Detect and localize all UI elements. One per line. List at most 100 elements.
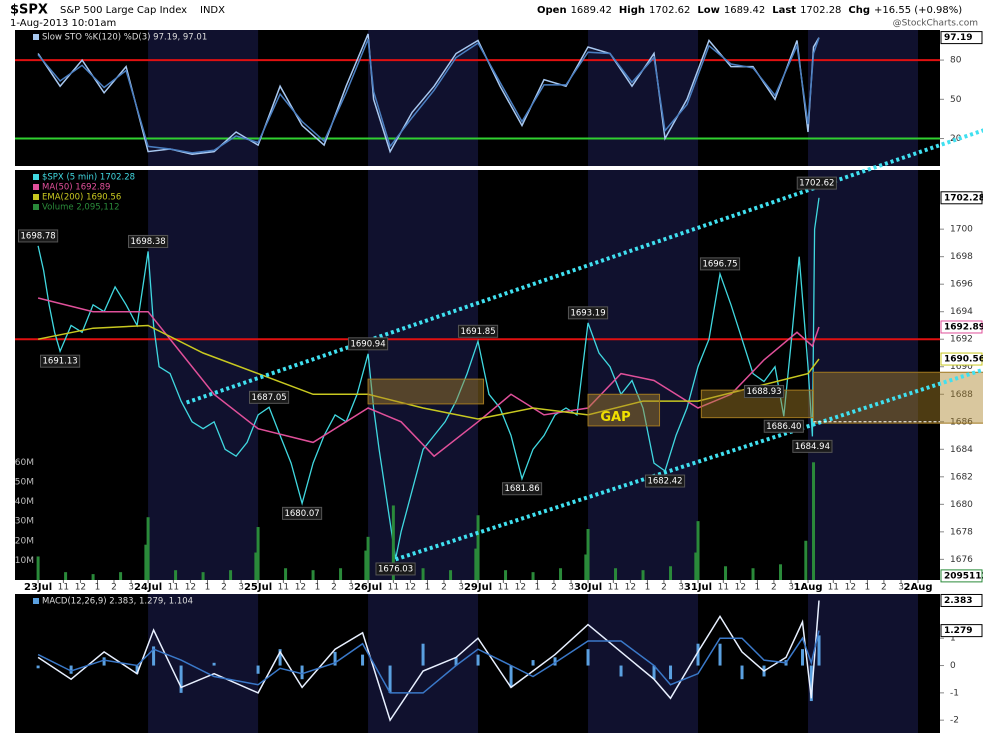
legend-swatch [33,598,39,604]
plot-clip [36,600,821,722]
series-line [37,600,820,722]
annotation-box [40,354,81,368]
bar [804,540,808,580]
bar [179,665,183,693]
x-tick-label: 12 [515,583,526,593]
annotation-label: 1682.42 [647,477,682,487]
x-tick-label: 3 [128,583,134,593]
x-tick-label: 11 [498,583,509,593]
y-tick-label: 1680 [950,500,973,510]
y-tick-label: 0 [950,661,956,671]
x-tick-label: 11 [388,583,399,593]
value-tag [940,320,983,334]
bar [284,568,288,580]
bar [751,568,755,580]
bar [69,665,73,674]
y-tick-label: 1696 [950,280,973,290]
bar [421,568,425,580]
annotation-box [567,306,609,320]
x-tick-label: 2 [221,583,227,593]
bar [801,649,805,666]
x-tick-label: 1 [205,583,211,593]
bar [586,528,590,580]
x-tick-label: 3 [238,583,244,593]
y-tick-label: 1698 [950,252,973,262]
bar [779,564,783,580]
x-tick-label: 2 [111,583,117,593]
x-tick-label: 1 [425,583,431,593]
annotation-label: 1693.19 [570,308,605,318]
bar [509,665,513,688]
session-band [368,170,479,580]
annotation-label: 1691.13 [43,357,78,367]
x-tick-label: 23Jul [24,582,52,593]
bar [256,527,260,580]
annotation-box [18,229,59,243]
value-tag [940,191,983,205]
legend-swatch [33,204,39,210]
annotation-label: 1698.38 [131,237,166,247]
security-name: S&P 500 Large Cap Index [60,5,187,16]
annotation-label: 1680.07 [284,509,319,519]
bar [718,643,722,666]
series-line [37,630,820,694]
x-tick-label: 11 [828,583,839,593]
bar [669,665,673,680]
series-line [37,197,820,560]
bar [311,570,315,580]
annotation-box [128,234,169,248]
x-tick-label: 1 [535,583,541,593]
value-tag-label: 1692.89 [944,322,983,332]
bar [669,566,673,580]
annotation-box [743,384,785,398]
x-tick-label: 26Jul [354,582,382,593]
quote-value: 1689.42 [571,5,612,16]
legend-label: EMA(200) 1690.56 [42,193,121,203]
bar [36,556,40,580]
x-tick-label: 11 [58,583,69,593]
bar [449,570,453,580]
session-band [588,30,699,166]
bar [102,657,106,666]
annotation-label: 1696.75 [702,259,737,269]
bar [476,654,480,666]
bar [152,646,156,666]
bar [474,548,478,580]
y-tick-label: 50 [950,95,962,105]
annotation-box [281,506,323,520]
credit: @StockCharts.com [893,19,978,29]
bar [652,665,656,680]
x-tick-label: 11 [278,583,289,593]
x-tick-label: 31Jul [684,582,712,593]
y2-tick-label: 10M [15,556,34,566]
bar [366,536,370,580]
exchange: INDX [200,5,225,16]
x-tick-label: 1 [865,583,871,593]
y-tick-label: 1676 [950,555,973,565]
y2-tick-label: 20M [15,536,34,546]
x-tick-label: 12 [295,583,306,593]
bar [817,635,821,666]
plot-clip [15,197,940,580]
session-band [148,30,259,166]
bar [724,566,728,580]
legend-swatch [33,34,39,40]
annotation-label: 1684.94 [795,442,830,452]
bar [229,570,233,580]
x-tick-label: 2 [661,583,667,593]
x-tick-label: 3 [788,583,794,593]
bar [278,649,282,666]
series-line [37,37,820,154]
x-tick-label: 11 [608,583,619,593]
bar [421,643,425,666]
bar [119,572,123,580]
y-tick-label: 1 [950,634,956,644]
bar [740,665,744,680]
quote-label: High [619,5,645,16]
x-tick-label: 1 [645,583,651,593]
x-tick-label: 11 [718,583,729,593]
legend-label: MA(50) 1692.89 [42,183,110,193]
bar [64,572,68,580]
annotation-box [501,482,543,496]
y2-tick-label: 40M [15,497,34,507]
